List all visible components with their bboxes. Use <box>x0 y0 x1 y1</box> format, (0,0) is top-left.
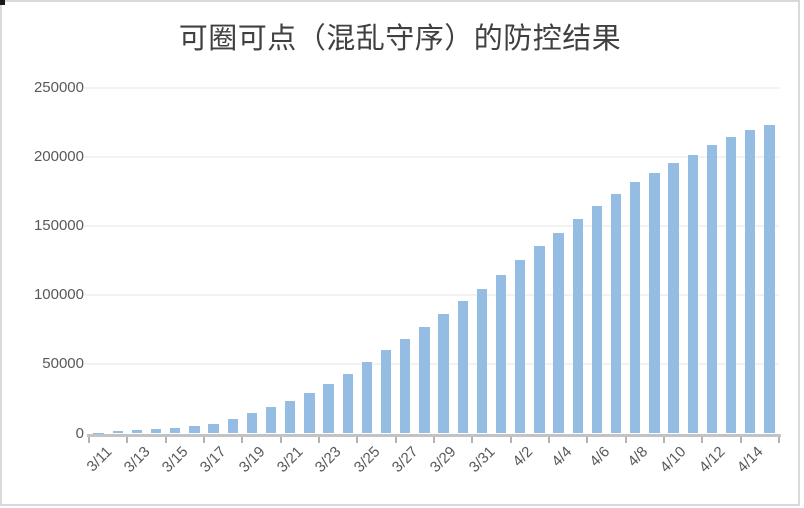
x-axis-tick <box>663 436 665 443</box>
gridline <box>84 294 779 297</box>
bar <box>265 407 277 434</box>
bar <box>572 218 583 434</box>
bar <box>706 144 718 434</box>
x-axis-tick <box>548 436 550 443</box>
bar <box>189 426 200 434</box>
bar <box>725 136 737 434</box>
bar <box>630 182 641 434</box>
bar <box>380 350 392 434</box>
y-tick-label: 200000 <box>33 147 84 165</box>
corner-mark <box>0 0 5 5</box>
bar <box>285 400 296 434</box>
bar <box>495 275 507 434</box>
x-axis-tick <box>701 436 704 443</box>
gridline <box>84 224 779 227</box>
y-tick-label: 50000 <box>42 355 84 373</box>
x-axis-tick <box>164 436 167 443</box>
x-axis-tick <box>739 436 742 443</box>
y-tick-label: 250000 <box>33 78 84 96</box>
bar <box>170 428 181 434</box>
x-axis-tick <box>126 436 129 443</box>
x-axis-tick <box>88 436 90 443</box>
x-axis-tick <box>624 436 627 443</box>
bar <box>591 205 603 434</box>
chart-title: 可圈可点（混乱守序）的防控结果 <box>178 21 622 55</box>
gridline <box>84 86 779 89</box>
x-axis-tick <box>241 436 244 443</box>
gridline <box>84 363 779 366</box>
bar <box>649 172 660 434</box>
bar <box>93 432 104 434</box>
x-axis-tick <box>356 436 359 443</box>
bar <box>457 301 468 434</box>
bar <box>515 259 526 434</box>
x-axis-tick <box>203 436 205 443</box>
y-tick-label: 100000 <box>33 286 84 304</box>
bar <box>745 130 756 434</box>
x-axis-tick <box>318 436 320 443</box>
gridline <box>84 155 779 158</box>
x-axis-tick <box>471 436 474 443</box>
bar <box>400 338 411 434</box>
bar <box>227 418 238 434</box>
bar <box>342 374 353 434</box>
bar <box>112 431 123 434</box>
bar <box>304 393 315 434</box>
x-axis-tick <box>279 436 282 443</box>
bar <box>419 326 430 434</box>
bar <box>610 194 622 434</box>
x-axis-tick <box>509 436 512 443</box>
bar <box>668 162 679 434</box>
bar <box>150 429 162 434</box>
y-tick-label: 150000 <box>33 216 84 234</box>
bar <box>246 413 258 434</box>
bar <box>687 154 698 434</box>
x-axis-line <box>87 433 781 437</box>
bar <box>764 124 775 434</box>
bar <box>534 246 545 434</box>
x-axis-tick <box>778 436 780 443</box>
bar <box>208 423 219 434</box>
x-axis-tick <box>394 436 397 443</box>
bar <box>323 384 334 434</box>
bar <box>553 232 564 434</box>
bar <box>476 288 488 434</box>
y-tick-label: 0 <box>75 424 84 442</box>
x-axis-tick <box>586 436 589 443</box>
bar <box>361 362 373 434</box>
bar <box>438 313 449 434</box>
x-axis-tick <box>433 436 435 443</box>
bar <box>131 430 143 434</box>
